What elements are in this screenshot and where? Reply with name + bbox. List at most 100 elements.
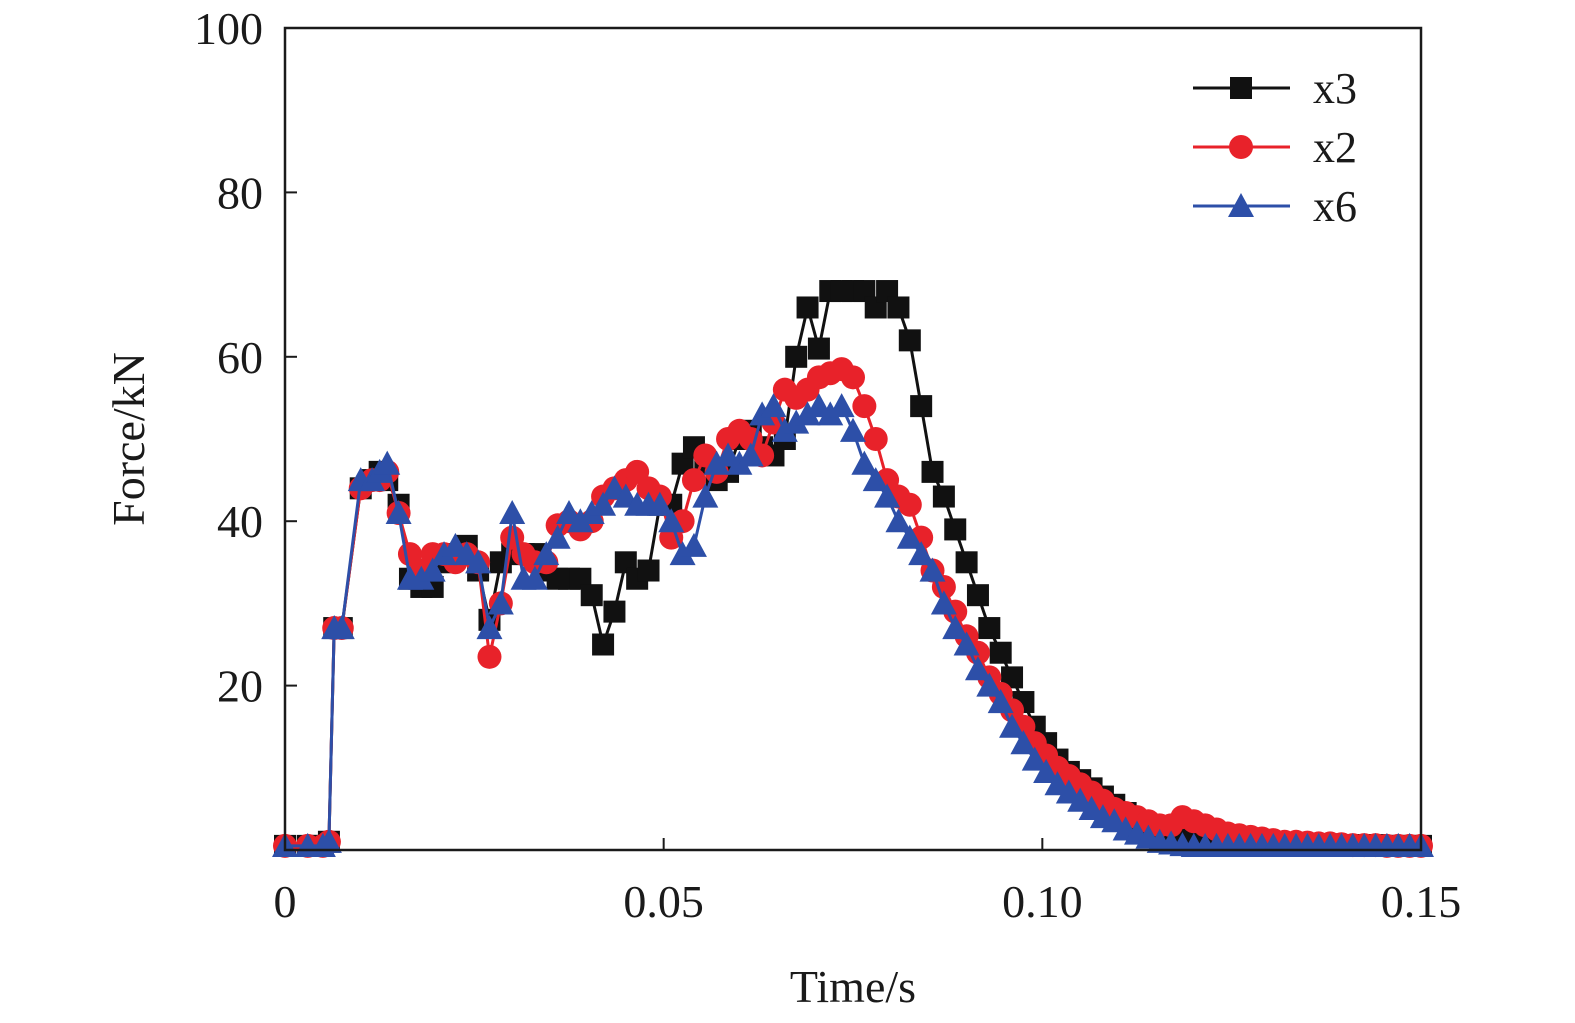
y-tick-label: 100 (194, 3, 263, 54)
data-point-x3 (1001, 666, 1024, 689)
legend-item-x6: x6 (1193, 182, 1357, 231)
data-point-x6 (851, 450, 878, 475)
data-point-x6 (896, 524, 923, 549)
legend-item-x3: x3 (1193, 64, 1357, 113)
data-point-x6 (476, 615, 503, 640)
data-point-x6 (374, 450, 401, 475)
data-point-x6 (544, 524, 571, 549)
legend-marker-x3 (1230, 77, 1252, 99)
data-point-x6 (533, 541, 560, 566)
data-point-x6 (419, 557, 446, 582)
data-point-x3 (910, 395, 933, 418)
legend: x3 x2 x6 (1193, 64, 1357, 231)
data-point-x6 (703, 450, 730, 475)
data-point-x6 (930, 590, 957, 615)
data-point-x3 (921, 460, 944, 483)
y-tick-label: 80 (217, 167, 263, 218)
data-point-x3 (807, 337, 830, 360)
y-tick-label: 20 (217, 661, 263, 712)
data-point-x3 (932, 485, 955, 508)
data-point-x3 (944, 518, 967, 541)
data-point-x6 (942, 615, 969, 640)
legend-label: x3 (1313, 64, 1357, 113)
legend-marker-x6 (1228, 193, 1254, 218)
data-point-x3 (955, 551, 978, 574)
legend-marker-x2 (1229, 135, 1253, 159)
legend-label: x6 (1313, 182, 1357, 231)
data-point-x6 (999, 713, 1026, 738)
legend-item-x2: x2 (1193, 123, 1357, 172)
data-point-x6 (669, 541, 696, 566)
series-x6 (272, 393, 1434, 857)
data-point-x3 (785, 345, 808, 368)
x-tick-label: 0.15 (1381, 876, 1462, 927)
axis-tick-labels: 0 0.05 0.10 0.15 20 40 60 80 100 (194, 3, 1461, 927)
data-point-x6 (760, 393, 787, 418)
x-tick-label: 0 (274, 876, 297, 927)
data-point-x6 (646, 491, 673, 516)
data-point-x6 (658, 508, 685, 533)
data-point-x3 (603, 600, 626, 623)
data-point-x6 (315, 828, 342, 853)
data-point-x3 (898, 329, 921, 352)
data-point-x6 (1021, 746, 1048, 771)
plot-frame (283, 26, 1423, 852)
data-point-x6 (521, 565, 548, 590)
data-point-x6 (1010, 730, 1037, 755)
data-point-x6 (840, 417, 866, 442)
data-point-x6 (431, 541, 458, 566)
axis-ticks (285, 191, 1044, 850)
data-point-x6 (783, 409, 810, 434)
x-tick-label: 0.05 (623, 876, 704, 927)
data-point-x6 (987, 689, 1014, 714)
data-point-x6 (726, 450, 753, 475)
data-point-x6 (885, 508, 912, 533)
data-point-x2 (681, 468, 706, 493)
data-point-x2 (863, 427, 888, 451)
data-point-x2 (852, 394, 877, 419)
data-point-x6 (328, 615, 355, 640)
data-point-x6 (953, 631, 980, 656)
x-axis-title: Time/s (790, 961, 916, 1012)
x-tick-label: 0.10 (1002, 876, 1083, 927)
data-point-x6 (794, 401, 821, 426)
data-point-x2 (897, 492, 922, 517)
data-point-x3 (592, 633, 615, 656)
data-point-x6 (385, 499, 412, 525)
data-point-x6 (862, 467, 889, 492)
data-point-x3 (637, 559, 660, 582)
data-point-x6 (567, 508, 594, 533)
plot-series-layer (272, 280, 1434, 858)
data-point-x6 (919, 557, 946, 582)
data-point-x3 (989, 641, 1012, 664)
data-point-x6 (817, 401, 844, 426)
data-point-x3 (978, 617, 1001, 640)
data-point-x6 (590, 491, 617, 516)
data-point-x6 (487, 590, 514, 615)
data-point-x6 (737, 442, 764, 467)
data-point-x6 (749, 401, 776, 426)
data-point-x3 (796, 296, 819, 319)
data-point-x6 (692, 483, 719, 508)
data-point-x6 (499, 499, 526, 525)
data-point-x6 (976, 672, 1003, 697)
data-point-x6 (964, 656, 991, 681)
data-point-x6 (578, 499, 605, 525)
data-point-x6 (680, 532, 707, 557)
data-point-x2 (841, 365, 865, 390)
data-point-x6 (465, 549, 492, 574)
data-point-x6 (1033, 758, 1060, 783)
data-point-x3 (887, 296, 910, 319)
data-point-x3 (966, 584, 989, 607)
data-point-x6 (408, 565, 435, 590)
data-point-x6 (908, 541, 935, 566)
y-tick-label: 60 (217, 332, 263, 383)
data-point-x3 (580, 584, 603, 607)
data-point-x2 (477, 644, 502, 669)
y-tick-label: 40 (217, 496, 263, 547)
data-point-x6 (874, 483, 901, 508)
data-point-x6 (771, 417, 798, 442)
y-axis-title: Force/kN (103, 352, 154, 526)
legend-label: x2 (1313, 123, 1357, 172)
